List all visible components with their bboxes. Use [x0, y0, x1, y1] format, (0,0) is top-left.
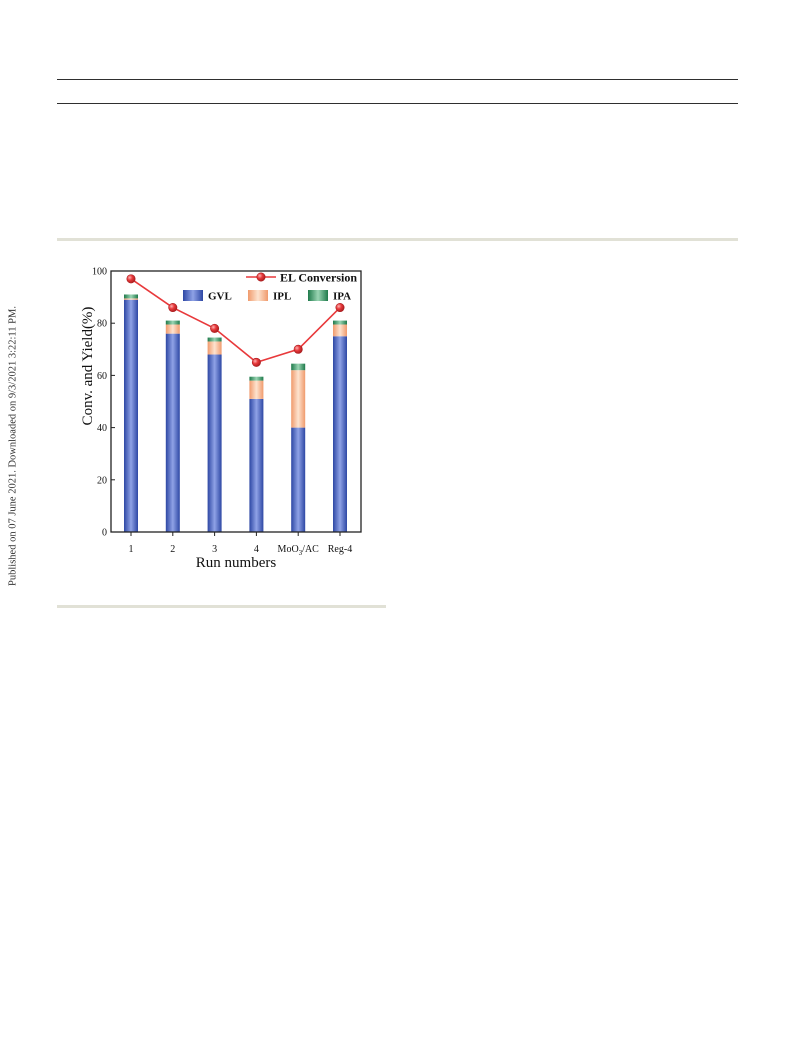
bar-ipa-0 — [124, 294, 138, 299]
x-tick-label-5: Reg-4 — [328, 544, 352, 555]
bar-ipa-5 — [333, 320, 347, 325]
conversion-point-0 — [126, 274, 136, 284]
y-tick-label-20: 20 — [97, 475, 107, 486]
chart-figure: 0 20 40 60 80 100 1 2 3 4 MoO3/AC Reg-4 Conv. and … — [80, 267, 362, 571]
bar-ipl-5 — [333, 324, 347, 337]
legend-swatch-ipl — [248, 290, 268, 301]
chart-legend: EL Conversion GVL IPL IPA — [183, 271, 357, 303]
bar-gvl-0 — [124, 299, 138, 532]
legend-label-ipa: IPA — [333, 291, 351, 303]
x-tick-label-0: 1 — [129, 544, 134, 555]
bar-ipa-3 — [249, 376, 264, 381]
bar-ipl-1 — [165, 324, 180, 334]
y-tick-label-100: 100 — [92, 267, 107, 278]
figure-separator-top — [57, 238, 738, 241]
header-rule — [57, 103, 738, 104]
conversion-point-3 — [251, 357, 261, 367]
bar-gvl-3 — [249, 398, 264, 532]
bar-gvl-1 — [165, 333, 180, 532]
conversion-line-group — [126, 274, 345, 367]
legend-line-dot — [256, 272, 266, 282]
legend-swatch-gvl — [183, 290, 203, 301]
bar-gvl-4 — [291, 427, 306, 532]
conversion-point-1 — [168, 303, 178, 313]
bar-ipl-0 — [124, 298, 138, 300]
figure-separator-bottom — [57, 605, 386, 608]
conversion-point-2 — [210, 323, 220, 333]
bar-gvl-5 — [333, 336, 347, 532]
bar-group — [124, 294, 347, 532]
x-axis-label: Run numbers — [196, 555, 277, 571]
legend-label-gvl: GVL — [208, 291, 232, 303]
bar-ipl-4 — [291, 370, 306, 428]
x-tick-label-4: MoO3/AC — [278, 544, 320, 557]
x-tick-label-2: 3 — [212, 544, 217, 555]
x-tick-label-3: 4 — [254, 544, 259, 555]
y-tick-label-60: 60 — [97, 371, 107, 382]
y-axis-label: Conv. and Yield(%) — [80, 307, 96, 426]
conversion-point-4 — [293, 344, 303, 354]
top-rule — [57, 79, 738, 80]
y-axis: 0 20 40 60 80 100 — [92, 267, 115, 539]
y-tick-label-80: 80 — [97, 319, 107, 330]
plot-frame — [110, 270, 362, 533]
bar-gvl-2 — [207, 354, 222, 532]
bar-ipa-4 — [291, 363, 306, 371]
bar-ipl-3 — [249, 380, 264, 399]
bar-ipa-2 — [207, 337, 222, 342]
y-tick-label-0: 0 — [102, 528, 107, 539]
x-axis: 1 2 3 4 MoO3/AC Reg-4 — [129, 532, 352, 557]
legend-swatch-ipa — [308, 290, 328, 301]
legend-label-el-conversion: EL Conversion — [280, 271, 357, 285]
y-tick-label-40: 40 — [97, 423, 107, 434]
bar-ipl-2 — [207, 341, 222, 355]
conversion-point-5 — [335, 303, 345, 313]
legend-label-ipl: IPL — [273, 291, 291, 303]
x-tick-label-1: 2 — [170, 544, 175, 555]
bar-ipa-1 — [165, 320, 180, 325]
conversion-line — [130, 278, 341, 364]
